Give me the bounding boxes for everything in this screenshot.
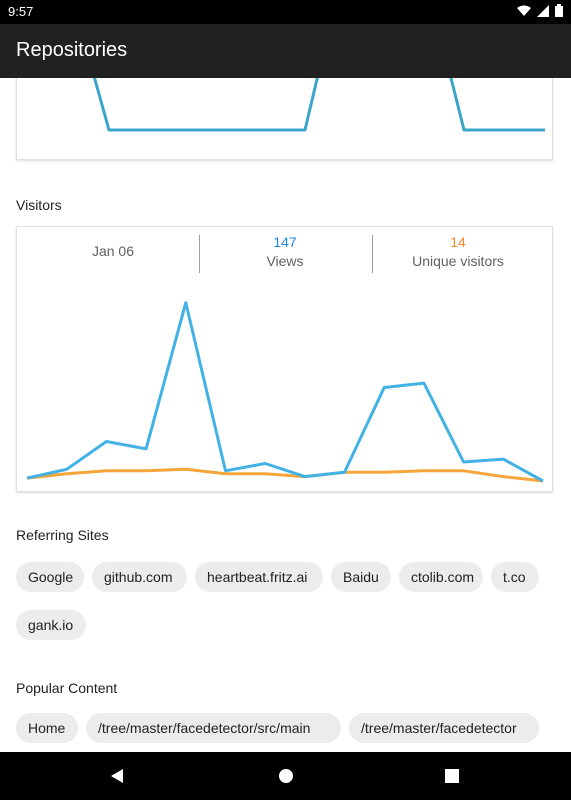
clones-chart: [92, 78, 545, 132]
signal-icon: [537, 4, 549, 17]
stat-divider: [199, 235, 200, 273]
views-label: Views: [266, 253, 304, 269]
stat-date: Jan 06: [91, 243, 135, 259]
recents-icon[interactable]: [442, 766, 462, 786]
visitors-card: Jan 06 147 Views 14 Unique visitors: [16, 226, 553, 492]
page-title: Repositories: [16, 39, 128, 61]
stat-views: 147 Views: [199, 233, 371, 273]
unique-visitors-line: [26, 467, 544, 483]
clones-chart-card: [16, 78, 553, 160]
referring-site-chip[interactable]: github.com: [92, 562, 187, 592]
home-icon[interactable]: [276, 766, 296, 786]
visitors-section-title: Visitors: [16, 197, 62, 213]
content-scroll[interactable]: Visitors Jan 06 147 Views 14 Unique visi…: [0, 78, 571, 752]
popular-content-title: Popular Content: [16, 680, 118, 696]
visitor-stats: Jan 06 147 Views 14 Unique visitors: [17, 227, 552, 277]
unique-value: 14: [450, 234, 466, 250]
referring-site-chip[interactable]: t.co: [491, 562, 539, 592]
views-line: [26, 301, 544, 483]
popular-content-chip[interactable]: /tree/master/facedetector/src/main: [86, 713, 341, 743]
status-bar: 9:57: [0, 0, 571, 24]
unique-label: Unique visitors: [412, 253, 504, 269]
referring-site-chip[interactable]: Baidu: [331, 562, 391, 592]
status-icons: [517, 4, 563, 17]
status-time: 9:57: [8, 4, 34, 19]
stat-unique: 14 Unique visitors: [372, 233, 544, 273]
popular-content-chip[interactable]: /tree/master/facedetector: [349, 713, 539, 743]
referring-site-chip[interactable]: gank.io: [16, 610, 86, 640]
referring-site-chip[interactable]: ctolib.com: [399, 562, 483, 592]
visitors-chart: [26, 301, 544, 483]
views-value: 147: [273, 234, 297, 250]
wifi-icon: [517, 5, 531, 16]
referring-site-chip[interactable]: Google: [16, 562, 84, 592]
popular-content-chip[interactable]: Home: [16, 713, 78, 743]
navigation-bar: [0, 752, 571, 800]
battery-icon: [555, 4, 563, 17]
app-bar: Repositories: [0, 24, 571, 78]
stat-divider: [372, 235, 373, 273]
clones-line: [92, 78, 545, 132]
back-icon[interactable]: [108, 766, 128, 786]
referring-sites-title: Referring Sites: [16, 527, 109, 543]
referring-site-chip[interactable]: heartbeat.fritz.ai: [195, 562, 323, 592]
